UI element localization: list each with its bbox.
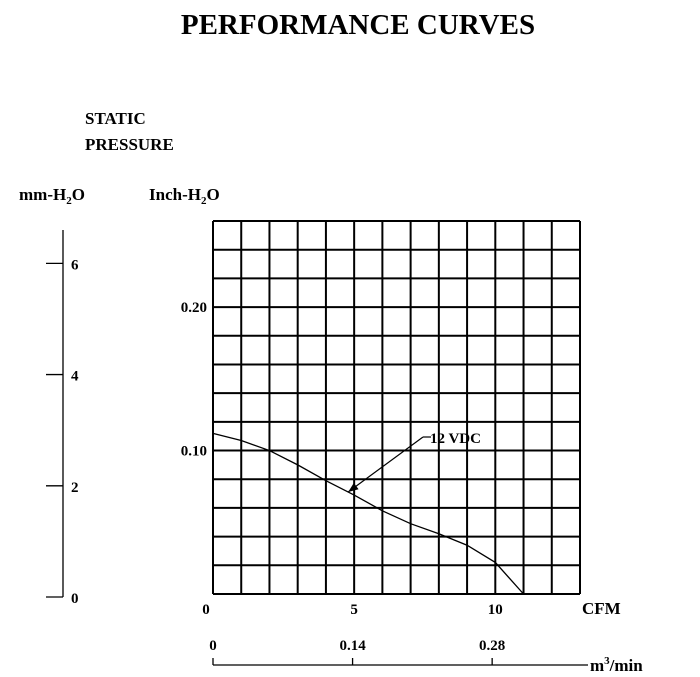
y-axis-ticks: 0.10 0.20 — [181, 300, 207, 459]
x-tick-label: 0 — [202, 602, 210, 618]
m3-tick-label: 0 — [209, 638, 217, 654]
mm-tick-label: 4 — [71, 369, 79, 385]
mm-tick-label: 6 — [71, 257, 79, 273]
y-title-line-1: STATIC — [85, 109, 146, 128]
chart-title: PERFORMANCE CURVES — [181, 9, 535, 41]
y-unit-inch-label: Inch-H2O — [149, 185, 220, 207]
y-title-line-2: PRESSURE — [85, 135, 174, 154]
y-tick-label: 0.10 — [181, 444, 207, 460]
m3-axis-ticks: 0 0.14 0.28 — [209, 638, 505, 665]
x-tick-label: 5 — [350, 602, 358, 618]
chart-grid — [212, 220, 581, 595]
annotation-leader — [347, 436, 424, 493]
m3-tick-label: 0.28 — [479, 638, 505, 654]
series-line-12vdc — [212, 432, 525, 595]
annotation-arrowhead — [348, 482, 359, 493]
m3-tick-label: 0.14 — [339, 638, 366, 654]
x-unit-m3-label: m3/min — [590, 655, 643, 675]
x-tick-label: 10 — [488, 602, 503, 618]
series-layer — [212, 432, 525, 595]
y-unit-mm-label: mm-H2O — [19, 185, 85, 207]
mm-tick-label: 2 — [71, 480, 79, 496]
annotation-label: 12 VDC — [430, 431, 481, 447]
mm-tick-label: 0 — [71, 591, 79, 607]
x-axis-ticks: 0 5 10 — [202, 602, 503, 618]
x-unit-cfm-label: CFM — [582, 599, 621, 618]
mm-axis-ticks: 0 2 4 6 — [46, 257, 79, 607]
y-tick-label: 0.20 — [181, 300, 207, 316]
annotation-layer: 12 VDC — [347, 431, 481, 493]
